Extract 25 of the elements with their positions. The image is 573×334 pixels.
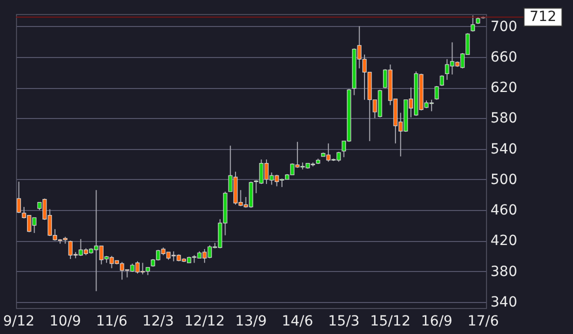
x-tick-label: 11/6: [96, 314, 128, 330]
x-tick-label: 12/12: [184, 314, 225, 330]
x-tick-label: 13/9: [235, 314, 267, 330]
y-tick-label: 620: [490, 80, 518, 96]
y-tick-label: 660: [490, 49, 518, 66]
x-tick-label: 12/3: [142, 314, 174, 330]
x-tick-label: 15/3: [328, 314, 360, 330]
x-tick-label: 14/6: [282, 314, 314, 330]
y-tick-label: 580: [490, 110, 518, 127]
ref-line-label: 712: [530, 9, 556, 26]
x-tick-label: 17/6: [467, 314, 499, 330]
x-tick-label: 10/9: [50, 314, 81, 330]
candlestick: [434, 85, 439, 100]
y-tick-label: 500: [490, 172, 518, 188]
candlestick: [16, 181, 21, 214]
x-tick-label: 15/12: [370, 314, 410, 330]
y-tick-label: 380: [490, 264, 518, 280]
candlestick: [470, 15, 475, 32]
x-tick-label: 16/9: [421, 314, 452, 330]
y-tick-label: 540: [490, 141, 518, 158]
y-tick-label: 460: [490, 202, 518, 218]
y-tick-label: 420: [490, 233, 518, 250]
x-tick-label: 9/12: [3, 314, 35, 330]
y-tick-label: 700: [490, 18, 518, 35]
y-tick-label: 340: [490, 294, 518, 310]
